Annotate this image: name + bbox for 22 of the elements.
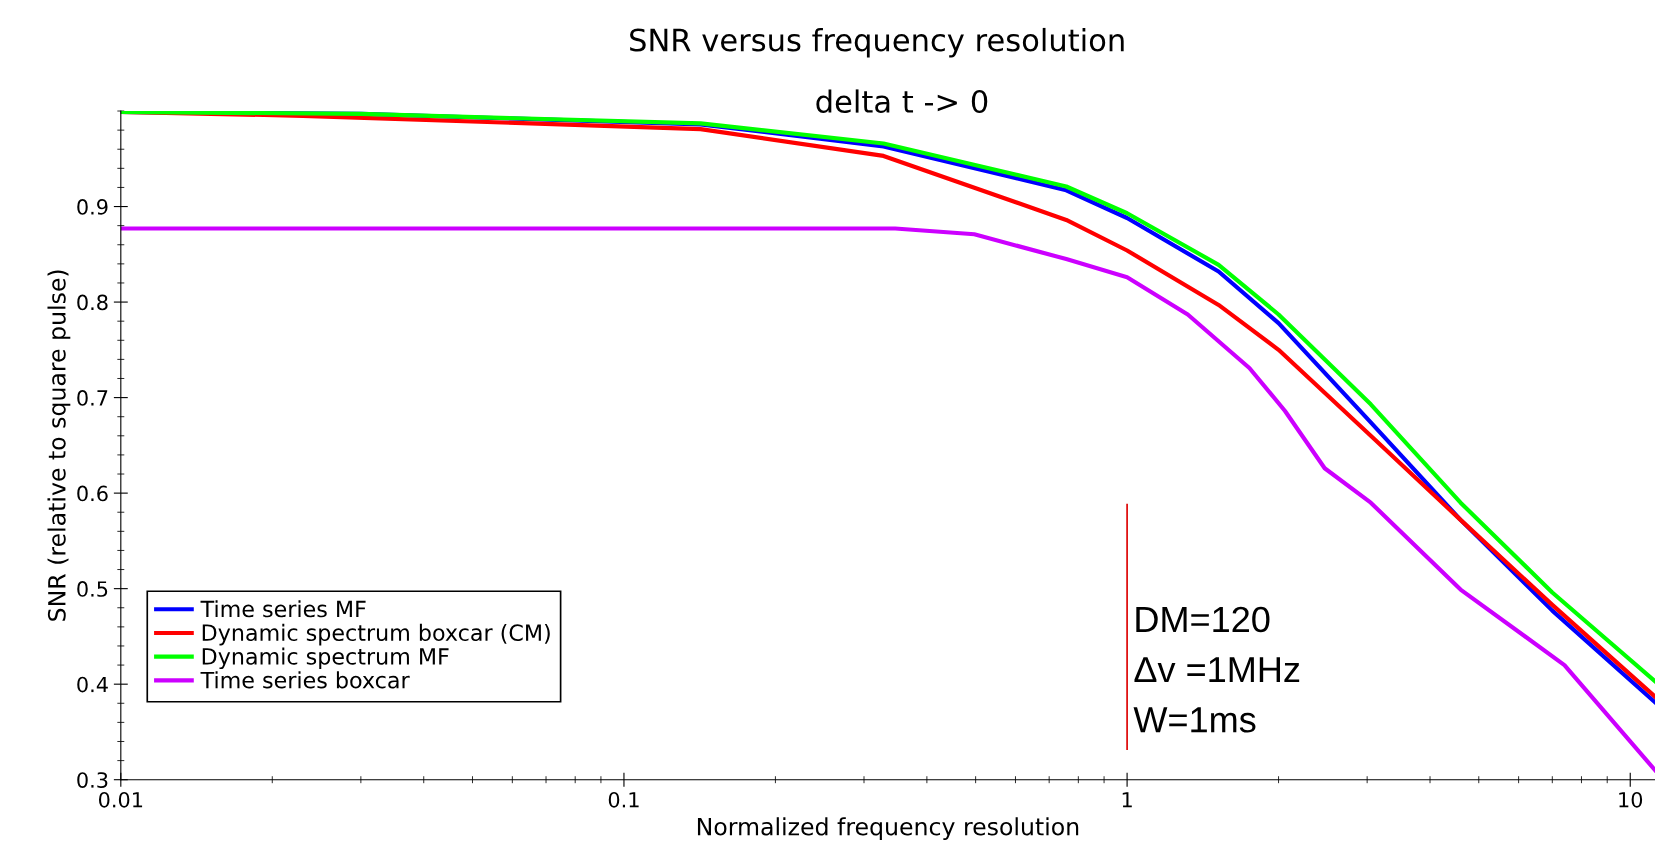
legend-label: Dynamic spectrum boxcar (CM) bbox=[202, 623, 550, 646]
x-tick-label: 1 bbox=[1122, 792, 1132, 808]
y-tick-label: 0.3 bbox=[77, 772, 108, 788]
annotation: DM=120 bbox=[1136, 606, 1270, 633]
annotation: W=1ms bbox=[1133, 707, 1256, 733]
y-tick-label: 0.4 bbox=[77, 676, 108, 693]
x-axis-title: Normalized frequency resolution bbox=[697, 817, 1079, 841]
y-tick-label: 0.9 bbox=[77, 199, 108, 215]
y-tick-label: 0.8 bbox=[77, 294, 108, 311]
y-tick-label: 0.6 bbox=[77, 485, 108, 502]
y-tick-label: 0.7 bbox=[77, 390, 108, 406]
x-tick-label: 0.01 bbox=[99, 791, 143, 808]
legend-label: Dynamic spectrum MF bbox=[202, 647, 449, 670]
x-tick-label: 10 bbox=[1619, 791, 1643, 808]
annotation: Δv =1MHz bbox=[1134, 657, 1300, 683]
chart-subtitle: delta t -> 0 bbox=[816, 89, 988, 114]
legend-label: Time series MF bbox=[200, 600, 366, 618]
y-axis-title: SNR (relative to square pulse) bbox=[47, 270, 71, 621]
y-tick-label: 0.5 bbox=[77, 581, 108, 597]
legend-label: Time series boxcar bbox=[200, 671, 410, 689]
x-tick-label: 0.1 bbox=[608, 791, 639, 808]
chart-title: SNR versus frequency resolution bbox=[630, 27, 1124, 58]
